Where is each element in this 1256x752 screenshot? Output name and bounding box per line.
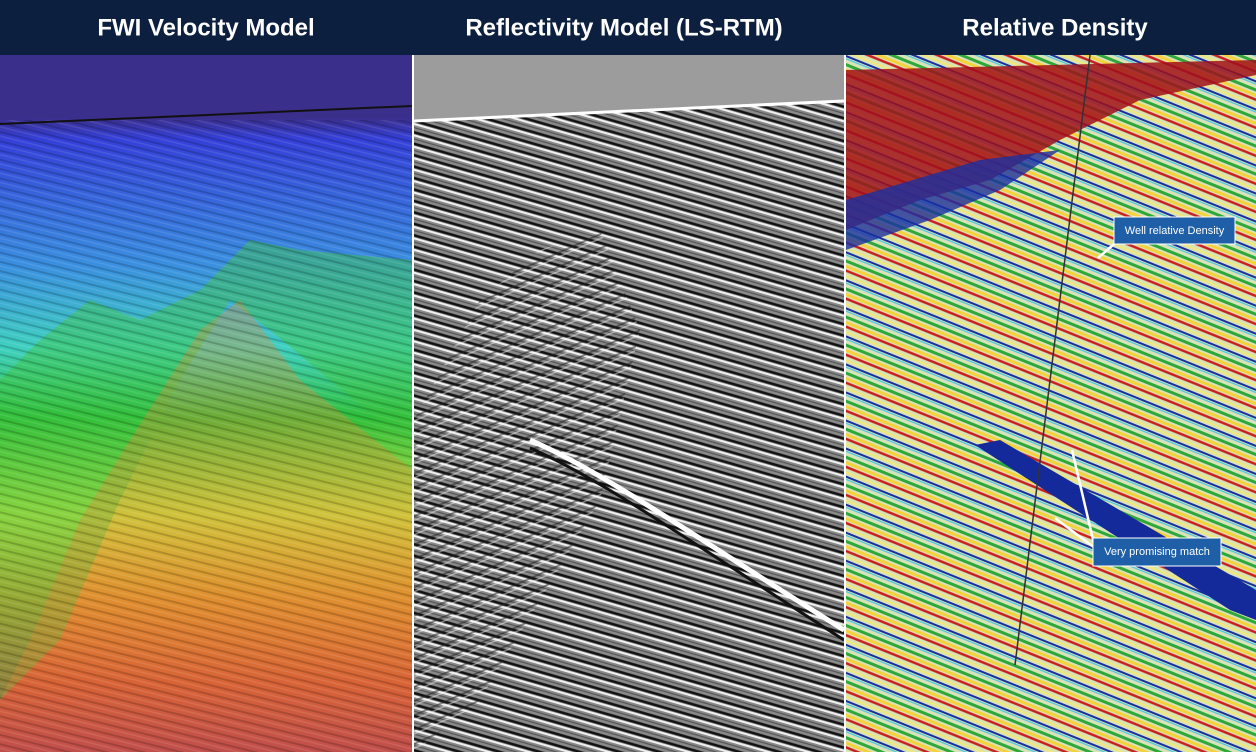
divider <box>844 55 846 752</box>
folded-reflectors <box>414 230 640 752</box>
strong-reflector <box>529 437 846 633</box>
reflectivity-panel <box>413 55 846 752</box>
arrow <box>1070 449 1097 549</box>
water-column <box>414 55 844 120</box>
well-path <box>1014 54 1091 666</box>
velocity-panel <box>0 55 413 752</box>
callout-text: Well relative Density <box>1125 225 1225 237</box>
divider <box>412 55 414 752</box>
panel-title: FWI Velocity Model <box>97 14 314 41</box>
arrow <box>1054 517 1096 549</box>
seafloor <box>0 105 413 125</box>
strong-reflector-shadow <box>529 446 845 642</box>
blue-band <box>846 150 1060 250</box>
density-panel: Well relative Density Very promising mat… <box>846 54 1256 752</box>
callout-text: Very promising match <box>1104 546 1210 558</box>
panel-title: Relative Density <box>962 14 1148 41</box>
callout-box <box>1092 537 1222 567</box>
header-bar <box>0 0 1256 55</box>
seafloor-reflector <box>413 99 845 123</box>
velocity-texture <box>0 120 412 752</box>
callout-box <box>1113 216 1236 245</box>
panel-title: Reflectivity Model (LS-RTM) <box>465 14 782 41</box>
water-layer <box>0 55 412 120</box>
blue-reflector <box>975 440 1256 620</box>
